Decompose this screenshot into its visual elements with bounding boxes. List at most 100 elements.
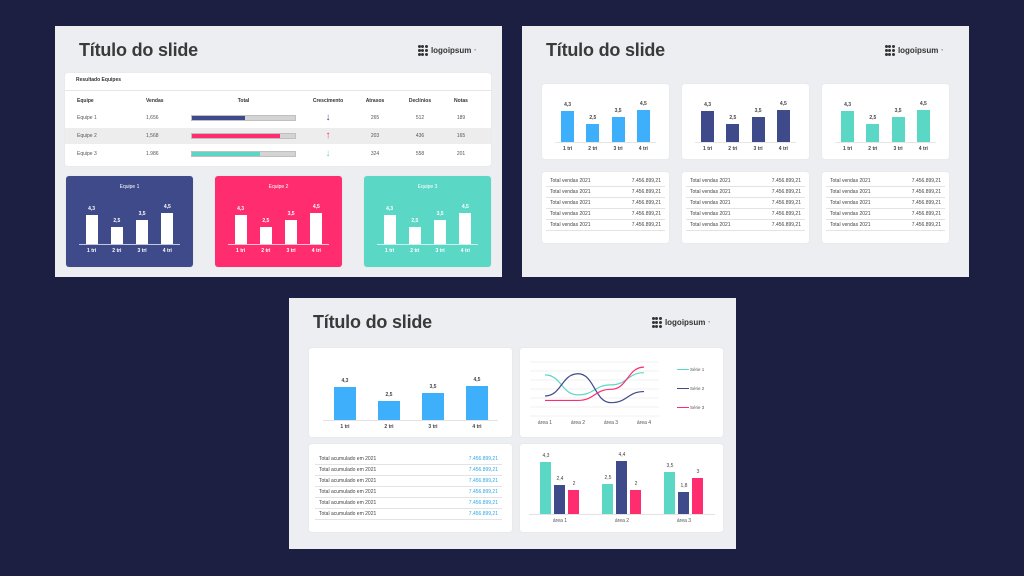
legend-swatch [677,387,689,390]
slide-sales-overview[interactable]: Título do slide logoipsum ° 4,3 1 tri 2,5 2 … [522,26,969,277]
col-header: Crescimento [312,98,344,104]
legend-item: Série 2 [677,386,704,391]
baseline [529,514,715,515]
late-value: 203 [370,133,380,139]
team-name: Equipe 3 [77,151,97,157]
list-item-label: Total vendas 2021 [690,178,731,184]
list-item: Total vendas 2021 7.456.899,21 [686,198,805,209]
list-item-value: 7.456.899,21 [911,211,941,217]
bar [692,478,703,514]
bar-value-label: 4,5 [919,100,927,107]
slide-team-results[interactable]: Título do slide logoipsum ° Resultado Equ… [55,26,502,277]
bar-value-label: 4,4 [618,452,626,459]
bar-chart: 4,3 1 tri 2,5 2 tri 3,5 3 tri 4,5 4 tri [79,196,180,258]
slide-title: Título do slide [313,312,432,332]
list-item-label: Total vendas 2021 [830,189,871,195]
list-item: Total vendas 2021 7.456.899,21 [546,198,665,209]
list-item: Total vendas 2021 7.456.899,21 [826,198,945,209]
list-item-label: Total vendas 2021 [550,200,591,206]
bar [630,490,641,514]
bar-value-label: 3 [696,469,700,475]
list-item-label: Total vendas 2021 [550,189,591,195]
list-item-label: Total acumulado em 2021 [319,511,377,517]
list-item-label: Total acumulado em 2021 [319,467,377,473]
bar-value-label: 4,5 [163,204,171,211]
list-item-label: Total vendas 2021 [550,222,591,228]
list-item: Total vendas 2021 7.456.899,21 [686,209,805,220]
list-item-value: 7.456.899,21 [911,200,941,206]
category-label: 2 tri [728,146,738,152]
list-item: Total acumulado em 2021 7.456.899,21 [315,454,502,465]
list-item-label: Total acumulado em 2021 [319,478,377,484]
logo: logoipsum ° [417,45,476,56]
baseline [228,244,329,245]
logo: logoipsum ° [651,317,710,328]
bar-value-label: 4,3 [542,453,550,460]
total-progress-bar [191,151,296,157]
bar [616,461,627,514]
category-label: área 3 [676,518,692,524]
progress-fill [192,116,245,120]
category-label: 4 tri [472,424,482,430]
list-item: Total vendas 2021 7.456.899,21 [826,187,945,198]
col-header: Vendas [146,98,164,104]
total-progress-bar [191,115,296,121]
bar: 2,5 2 tri [726,115,740,152]
legend-item: Série 1 [677,367,704,372]
bar-value-label: 4,3 [704,102,712,109]
bar-chart: 4,3 1 tri 2,5 2 tri 3,5 3 tri 4,5 4 tri [835,92,936,154]
results-table: Resultado Equipes Equipe Vendas Total Cr… [65,73,491,166]
list-item-label: Total vendas 2021 [830,178,871,184]
bar-value-label: 2 [572,481,576,487]
bar-value-label: 2 [634,481,638,487]
list-item-label: Total vendas 2021 [830,222,871,228]
category-label: área 2 [570,420,586,426]
bar-chart: 4,3 1 tri 2,5 2 tri 3,5 3 tri 4,5 4 tri [555,92,656,154]
category-label: 1 tri [87,248,97,254]
bar: 4,5 4 tri [310,204,323,254]
bar: 4,5 4 tri [459,204,472,254]
bar-value-label: 3,5 [436,211,444,218]
sales-value: 1,568 [146,133,159,139]
bar-value-label: 4,3 [844,102,852,109]
list-item: Total vendas 2021 7.456.899,21 [826,176,945,187]
list-item-label: Total acumulado em 2021 [319,489,377,495]
bar: 3,5 3 tri [611,108,625,152]
bar: 4,3 1 tri [561,102,575,152]
list-item-label: Total vendas 2021 [830,211,871,217]
category-label: 3 tri [137,248,147,254]
logo: logoipsum ° [884,45,943,56]
bar-value-label: 4,5 [312,204,320,211]
line-series [545,366,645,402]
category-label: 1 tri [563,146,573,152]
slide-dashboard[interactable]: Título do slide logoipsum ° 4,3 1 tri 2,5 2 … [289,298,736,549]
baseline [695,142,796,143]
list-item-value: 7.456.899,21 [468,489,498,495]
team-card-title: Equipe 1 [119,184,140,190]
bar-value-label: 2,5 [113,218,121,224]
sales-value: 1,656 [146,115,159,121]
team-card-title: Equipe 2 [268,184,289,190]
slide-title: Título do slide [546,40,665,60]
category-label: 3 tri [435,248,445,254]
category-label: 4 tri [638,146,648,152]
list-item-value: 7.456.899,21 [911,189,941,195]
legend-label: Série 2 [690,386,705,391]
col-header: Notas [454,98,468,104]
quarterly-bar-chart: 4,3 1 tri 2,5 2 tri 3,5 3 tri 4,5 4 tri [682,84,809,159]
list-item-value: 7.456.899,21 [631,222,661,228]
bar-value-label: 3,5 [614,107,622,114]
bar-value-label: 3,5 [666,463,674,469]
list-item-label: Total vendas 2021 [690,189,731,195]
bar: 3,5 3 tri [434,211,447,254]
bar-value-label: 4,3 [88,205,96,212]
list-item-value: 7.456.899,21 [771,200,801,206]
bar-value-label: 3,5 [894,107,902,114]
col-header: Total [237,98,250,104]
bar [554,485,565,514]
category-label: área 1 [552,518,568,524]
category-label: 3 tri [613,146,623,152]
list-item-value: 7.456.899,21 [911,222,941,228]
bar-value-label: 3,5 [754,107,762,114]
category-label: 3 tri [428,424,438,430]
